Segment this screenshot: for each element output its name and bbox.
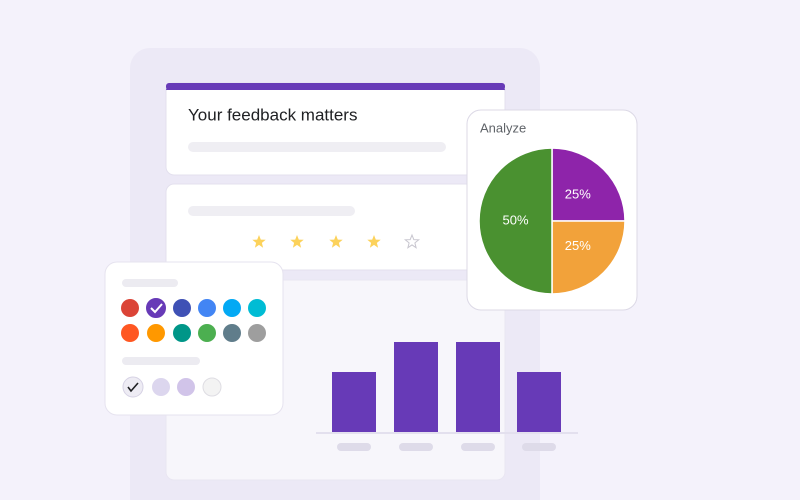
color-swatch[interactable]: [173, 299, 191, 317]
theme-swatch-selected[interactable]: [122, 376, 144, 398]
slice-label: 25%: [565, 187, 591, 202]
placeholder-line: [122, 357, 200, 365]
bar: [517, 372, 561, 432]
color-swatch[interactable]: [223, 324, 241, 342]
color-swatch[interactable]: [173, 324, 191, 342]
placeholder-line: [188, 206, 355, 216]
slice-label: 25%: [565, 238, 591, 253]
category-placeholder: [461, 443, 495, 451]
theme-swatch[interactable]: [202, 377, 222, 397]
color-swatch[interactable]: [223, 299, 241, 317]
pie-slice: [478, 147, 553, 295]
analyze-title: Analyze: [480, 120, 526, 135]
color-swatch[interactable]: [248, 324, 266, 342]
pie-chart: 25% 25% 50%: [478, 147, 626, 295]
theme-swatch[interactable]: [152, 378, 170, 396]
category-placeholder: [399, 443, 433, 451]
check-icon: [150, 303, 163, 314]
form-card: [165, 82, 506, 176]
pie-slice: [551, 220, 626, 295]
pie-slice: [551, 147, 626, 222]
form-accent-bar: [166, 83, 505, 90]
color-swatch[interactable]: [248, 299, 266, 317]
theme-swatch[interactable]: [177, 378, 195, 396]
bar-chart: [316, 342, 578, 451]
bar: [456, 342, 500, 432]
placeholder-line: [122, 279, 178, 287]
color-swatch[interactable]: [198, 324, 216, 342]
color-swatch[interactable]: [121, 299, 139, 317]
color-swatch[interactable]: [121, 324, 139, 342]
color-swatch-selected[interactable]: [144, 296, 168, 320]
category-placeholder: [337, 443, 371, 451]
category-placeholder: [522, 443, 556, 451]
placeholder-line: [188, 142, 446, 152]
check-icon: [127, 382, 139, 393]
question-card: [165, 183, 506, 271]
bar: [394, 342, 438, 432]
form-title: Your feedback matters: [188, 105, 357, 124]
slice-label: 50%: [502, 212, 528, 227]
color-swatch[interactable]: [198, 299, 216, 317]
color-swatch[interactable]: [147, 324, 165, 342]
bar: [332, 372, 376, 432]
